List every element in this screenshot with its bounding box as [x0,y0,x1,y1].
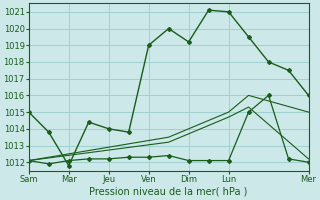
X-axis label: Pression niveau de la mer( hPa ): Pression niveau de la mer( hPa ) [90,187,248,197]
